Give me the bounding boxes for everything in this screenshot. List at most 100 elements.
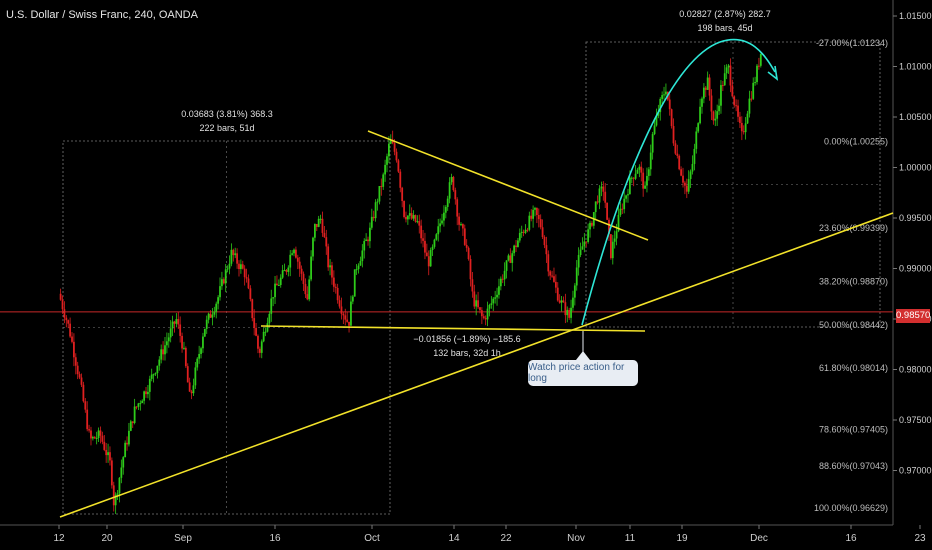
candle-body bbox=[139, 403, 142, 405]
chart-title: U.S. Dollar / Swiss Franc, 240, OANDA bbox=[6, 9, 198, 21]
candle-body bbox=[384, 164, 386, 175]
candle-body bbox=[551, 275, 553, 277]
candle-body bbox=[414, 215, 417, 222]
candle-body bbox=[634, 173, 637, 179]
candle-body bbox=[594, 201, 597, 213]
candle-body bbox=[701, 98, 703, 107]
candle-body bbox=[640, 166, 643, 173]
candle-body bbox=[353, 269, 356, 297]
candle-body bbox=[517, 240, 519, 248]
support-line bbox=[260, 325, 646, 332]
candle-body bbox=[222, 279, 225, 284]
candle-body bbox=[731, 85, 734, 97]
candle-body bbox=[463, 228, 466, 245]
candle-body bbox=[528, 215, 531, 230]
candle-body bbox=[439, 223, 442, 227]
candle-body bbox=[319, 218, 322, 220]
candle-body bbox=[251, 299, 254, 319]
candle-body bbox=[253, 318, 256, 328]
candle-body bbox=[602, 186, 605, 192]
candle-body bbox=[365, 239, 368, 241]
candle-body bbox=[676, 153, 679, 156]
candle-body bbox=[82, 384, 85, 402]
candle-body bbox=[568, 309, 571, 318]
candle-body bbox=[630, 177, 633, 179]
candle-body bbox=[186, 366, 189, 383]
candle-body bbox=[496, 294, 498, 298]
fib-level-label: 88.60%(0.97043) bbox=[819, 461, 888, 471]
candle-body bbox=[678, 155, 681, 170]
candle-body bbox=[560, 300, 563, 303]
candle-body bbox=[570, 307, 572, 318]
candle-body bbox=[78, 374, 81, 378]
candle-body bbox=[147, 391, 149, 395]
candle-body bbox=[520, 231, 523, 233]
candle-body bbox=[105, 449, 108, 456]
candle-body bbox=[488, 304, 491, 309]
candle-body bbox=[317, 218, 320, 227]
candle-body bbox=[579, 249, 582, 256]
candle-body bbox=[175, 319, 178, 324]
candle-body bbox=[716, 111, 719, 119]
candle-body bbox=[446, 198, 449, 207]
y-tick-label: 1.01000 bbox=[899, 62, 932, 72]
candle-body bbox=[133, 406, 136, 424]
candle-body bbox=[615, 231, 618, 239]
x-tick-label: 19 bbox=[676, 533, 688, 544]
candle-body bbox=[647, 169, 650, 176]
candle-body bbox=[99, 430, 102, 436]
candle-body bbox=[693, 148, 696, 164]
candle-body bbox=[534, 207, 536, 210]
candle-body bbox=[165, 341, 168, 346]
candle-body bbox=[116, 493, 119, 495]
y-tick-label: 0.99500 bbox=[899, 213, 932, 223]
candle-body bbox=[230, 249, 233, 264]
candle-body bbox=[71, 336, 73, 342]
candle-body bbox=[145, 391, 147, 395]
candle-body bbox=[334, 286, 337, 288]
candle-body bbox=[553, 276, 555, 282]
candle-body bbox=[323, 232, 326, 238]
candle-body bbox=[479, 307, 481, 311]
measure-label: 0.03683 (3.81%) 368.3 bbox=[181, 109, 273, 119]
candle-body bbox=[628, 177, 631, 195]
candle-body bbox=[558, 300, 561, 303]
candle-body bbox=[549, 271, 552, 276]
candle-body bbox=[232, 249, 235, 256]
candle-body bbox=[412, 215, 415, 219]
candle-body bbox=[416, 221, 419, 223]
candle-body bbox=[606, 202, 609, 220]
candle-body bbox=[480, 310, 483, 317]
annotation-callout[interactable]: Watch price action for long bbox=[528, 351, 638, 386]
candle-body bbox=[281, 270, 284, 278]
candle-body bbox=[329, 265, 331, 268]
candle-body bbox=[758, 65, 760, 67]
candle-body bbox=[169, 328, 172, 338]
candle-body bbox=[298, 261, 301, 269]
candle-body bbox=[737, 105, 739, 117]
x-tick-label: 23 bbox=[914, 533, 926, 544]
candle-body bbox=[471, 279, 474, 292]
candle-body bbox=[103, 441, 106, 450]
candle-body bbox=[262, 331, 265, 342]
candle-body bbox=[526, 229, 529, 231]
candle-body bbox=[668, 99, 671, 110]
candle-body bbox=[408, 213, 411, 216]
candle-body bbox=[80, 377, 83, 385]
candle-body bbox=[431, 246, 434, 251]
candle-body bbox=[357, 265, 360, 270]
candle-body bbox=[348, 321, 350, 326]
candle-body bbox=[704, 87, 707, 90]
candle-body bbox=[247, 278, 250, 289]
candle-body bbox=[293, 249, 295, 254]
candle-body bbox=[424, 240, 426, 253]
candle-body bbox=[217, 297, 220, 304]
x-tick-label: 22 bbox=[500, 533, 512, 544]
candle-body bbox=[727, 65, 730, 68]
candle-body bbox=[183, 347, 185, 349]
candle-body bbox=[644, 185, 646, 189]
candle-body bbox=[505, 260, 508, 271]
fib-level-label: 38.20%(0.98870) bbox=[819, 277, 888, 287]
candle-body bbox=[752, 82, 755, 99]
candle-body bbox=[712, 111, 715, 121]
